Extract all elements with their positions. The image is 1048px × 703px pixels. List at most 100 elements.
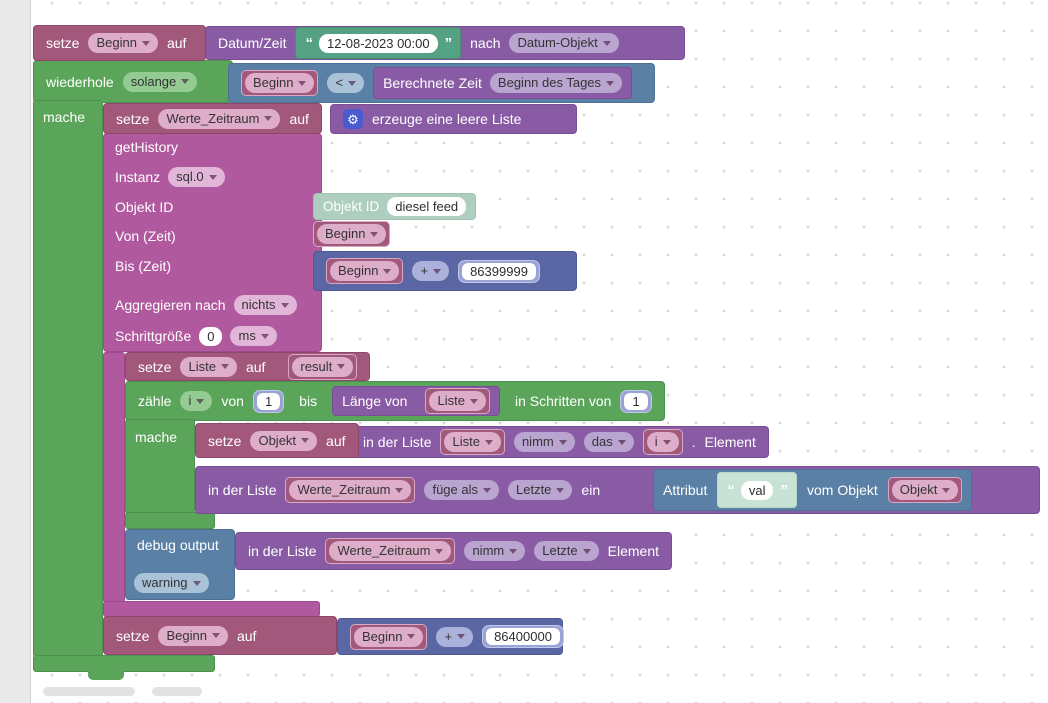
attribute-text-input[interactable]: val bbox=[740, 480, 774, 500]
gear-icon[interactable]: ⚙ bbox=[343, 109, 363, 129]
block-set-liste[interactable]: setze Liste auf result bbox=[125, 352, 371, 381]
oid-value-input[interactable]: diesel feed bbox=[387, 197, 467, 216]
keyword-mache-outer: mache bbox=[43, 109, 86, 125]
block-variable-liste[interactable]: Liste bbox=[440, 429, 505, 455]
keyword-wiederhole: wiederhole bbox=[46, 73, 114, 90]
block-variable-result[interactable]: result bbox=[288, 353, 358, 380]
block-object-id-shadow[interactable]: Objekt ID diesel feed bbox=[313, 193, 477, 220]
block-number-shadow[interactable]: 1 bbox=[252, 389, 285, 413]
block-set-objekt[interactable]: setze Objekt auf bbox=[195, 423, 359, 458]
number-input[interactable]: 1 bbox=[256, 392, 281, 410]
close-quote-icon: ” bbox=[780, 481, 787, 499]
dropdown-arrow-icon bbox=[220, 364, 229, 369]
number-input[interactable]: 1 bbox=[624, 392, 648, 410]
dropdown-arrow-icon bbox=[348, 80, 357, 86]
block-list-get-last[interactable]: in der Liste Werte_Zeitraum nimm Letzte … bbox=[235, 532, 673, 570]
block-text-datetime[interactable]: “ 12-08-2023 00:00 ” bbox=[295, 27, 462, 59]
keyword-auf: auf bbox=[326, 432, 346, 449]
gethistory-statement-spine[interactable] bbox=[103, 352, 125, 603]
list-where-dropdown[interactable]: Letzte bbox=[534, 541, 599, 561]
block-length-of[interactable]: Länge von Liste bbox=[332, 386, 500, 416]
in-der-liste-label: in der Liste bbox=[363, 434, 432, 450]
math-operator-dropdown[interactable]: + bbox=[412, 261, 450, 281]
block-get-attribute[interactable]: Attribut “ val ” vom Objekt Objekt bbox=[653, 469, 973, 511]
dropdown-arrow-icon bbox=[662, 439, 671, 445]
schrittgroesse-unit-dropdown[interactable]: ms bbox=[230, 326, 277, 346]
variable-dropdown[interactable]: Beginn bbox=[158, 625, 228, 646]
block-math-bis-zeit[interactable]: Beginn + 86399999 bbox=[313, 251, 577, 291]
variable-dropdown[interactable]: Liste bbox=[180, 356, 237, 377]
math-operator-dropdown[interactable]: + bbox=[436, 626, 474, 647]
dropdown-arrow-icon bbox=[370, 231, 379, 237]
dropdown-arrow-icon bbox=[264, 116, 273, 121]
list-op-dropdown[interactable]: nimm bbox=[513, 432, 575, 452]
horizontal-scrollbar[interactable] bbox=[43, 687, 135, 696]
block-variable-i[interactable]: i bbox=[642, 429, 683, 455]
list-op-dropdown[interactable]: nimm bbox=[464, 541, 526, 561]
block-variable-werte-zeitraum[interactable]: Werte_Zeitraum bbox=[285, 477, 416, 503]
datetime-text-input[interactable]: 12-08-2023 00:00 bbox=[318, 33, 438, 53]
dropdown-arrow-icon bbox=[582, 548, 591, 554]
calc-time-label: Berechnete Zeit bbox=[383, 75, 482, 91]
oid-shadow-label: Objekt ID bbox=[323, 199, 380, 214]
block-list-get-element[interactable]: in der Liste Liste nimm das i . Element bbox=[350, 426, 769, 458]
insert-where-dropdown[interactable]: Letzte bbox=[508, 480, 573, 500]
block-variable-begin[interactable]: Beginn bbox=[241, 70, 319, 96]
repeat-mode-dropdown[interactable]: solange bbox=[122, 71, 198, 92]
keyword-setze: setze bbox=[138, 358, 172, 375]
block-variable-werte-zeitraum[interactable]: Werte_Zeitraum bbox=[325, 538, 456, 564]
block-variable-begin[interactable]: Beginn bbox=[350, 623, 428, 650]
block-set-werte-zeitraum[interactable]: setze Werte_Zeitraum auf bbox=[103, 103, 322, 134]
repeat-loop-bottom[interactable] bbox=[33, 655, 215, 672]
block-list-insert[interactable]: in der Liste Werte_Zeitraum füge als Let… bbox=[195, 466, 1040, 514]
variable-dropdown[interactable]: Beginn bbox=[88, 33, 158, 53]
operator-dropdown[interactable]: < bbox=[327, 73, 365, 93]
repeat-loop-spine[interactable] bbox=[33, 100, 103, 657]
block-variable-begin[interactable]: Beginn bbox=[326, 258, 404, 284]
list-where-dropdown[interactable]: das bbox=[583, 432, 634, 452]
counter-variable-dropdown[interactable]: i bbox=[180, 391, 213, 411]
block-variable-objekt[interactable]: Objekt bbox=[887, 477, 963, 503]
block-number-shadow[interactable]: 86399999 bbox=[458, 259, 540, 283]
attribut-label: Attribut bbox=[663, 482, 708, 498]
gethistory-bottom[interactable] bbox=[103, 601, 320, 617]
keyword-in-schritten-von: in Schritten von bbox=[514, 393, 612, 409]
block-calculated-time[interactable]: Berechnete Zeit Beginn des Tages bbox=[373, 67, 633, 99]
number-input[interactable]: 86399999 bbox=[462, 262, 536, 280]
count-loop-bottom[interactable] bbox=[125, 512, 215, 529]
insert-mode-dropdown[interactable]: füge als bbox=[424, 480, 499, 500]
dropdown-arrow-icon bbox=[483, 487, 491, 493]
block-variable-begin-von[interactable]: Beginn bbox=[313, 221, 391, 247]
block-datetime-convert[interactable]: Datum/Zeit “ 12-08-2023 00:00 ” nach Dat… bbox=[205, 26, 685, 60]
block-text-val-shadow[interactable]: “ val ” bbox=[717, 472, 797, 508]
block-number-shadow[interactable]: 1 bbox=[620, 389, 652, 413]
schrittgroesse-input[interactable]: 0 bbox=[199, 326, 223, 346]
keyword-zaehle: zähle bbox=[138, 393, 172, 409]
format-dropdown[interactable]: Datum-Objekt bbox=[509, 33, 619, 53]
variable-dropdown[interactable]: Objekt bbox=[250, 430, 318, 451]
block-count-loop-header[interactable]: zähle i von 1 bis Länge von Liste in Sch… bbox=[125, 381, 665, 421]
keyword-auf: auf bbox=[236, 627, 257, 644]
open-quote-icon: “ bbox=[727, 481, 734, 499]
block-set-variable-begin-bottom[interactable]: setze Beginn auf bbox=[103, 616, 337, 655]
block-create-empty-list[interactable]: ⚙ erzeuge eine leere Liste bbox=[330, 104, 577, 134]
calc-time-dropdown[interactable]: Beginn des Tages bbox=[489, 73, 623, 93]
block-math-increment[interactable]: Beginn + 86400000 bbox=[337, 618, 564, 655]
dropdown-arrow-icon bbox=[509, 548, 518, 554]
bis-zeit-label: Bis (Zeit) bbox=[115, 258, 171, 274]
instanz-dropdown[interactable]: sql.0 bbox=[168, 167, 225, 187]
horizontal-scrollbar[interactable] bbox=[152, 687, 202, 696]
block-variable-liste[interactable]: Liste bbox=[425, 388, 490, 414]
variable-dropdown[interactable]: Werte_Zeitraum bbox=[158, 108, 281, 129]
block-number-shadow[interactable]: 86400000 bbox=[482, 625, 564, 648]
block-set-variable-begin-top[interactable]: setze Beginn auf bbox=[33, 25, 206, 61]
debug-level-dropdown[interactable]: warning bbox=[134, 573, 209, 593]
objekt-id-label: Objekt ID bbox=[115, 199, 174, 215]
count-loop-spine[interactable] bbox=[125, 419, 195, 514]
number-input[interactable]: 86400000 bbox=[486, 628, 560, 645]
block-logic-compare[interactable]: Beginn < Berechnete Zeit Beginn des Tage… bbox=[228, 63, 655, 103]
block-repeat-while-header[interactable]: wiederhole solange bbox=[33, 60, 233, 103]
keyword-auf: auf bbox=[289, 110, 309, 127]
aggregieren-dropdown[interactable]: nichts bbox=[233, 295, 297, 315]
